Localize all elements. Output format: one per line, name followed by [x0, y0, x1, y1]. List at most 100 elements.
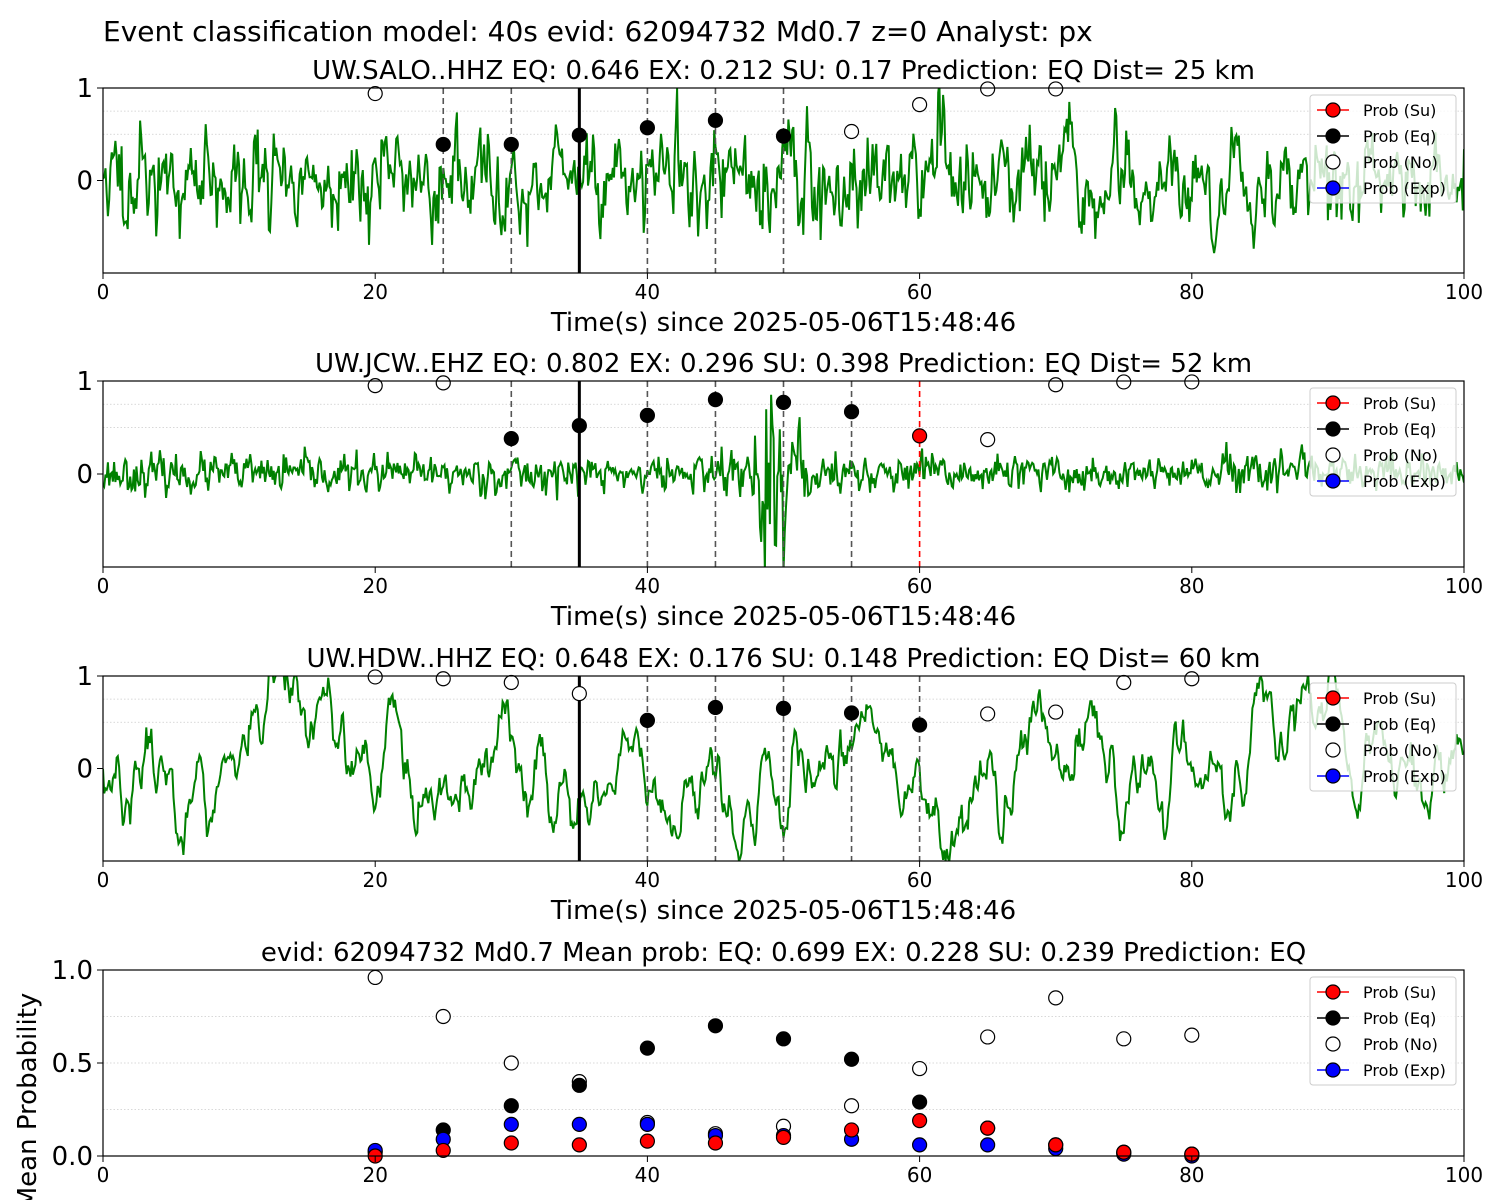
x-tick-label: 100 [1445, 868, 1483, 892]
marker-probeq [571, 127, 587, 143]
plot-area [103, 381, 1464, 567]
marker-probno [435, 1008, 451, 1025]
marker-probno [503, 674, 519, 691]
y-tick-label: 1 [76, 74, 93, 104]
x-tick-label: 20 [362, 574, 387, 598]
marker-probeq [639, 120, 656, 136]
panel-4: evid: 62094732 Md0.7 Mean prob: EQ: 0.69… [13, 938, 1483, 1200]
x-tick-label: 40 [635, 868, 660, 892]
marker-probeq [843, 404, 860, 420]
legend-label: Prob (No) [1363, 1035, 1438, 1054]
panel-1: UW.SALO..HHZ EQ: 0.646 EX: 0.212 SU: 0.1… [76, 56, 1483, 338]
marker-probeq [775, 128, 792, 144]
legend-marker [1325, 690, 1341, 706]
y-tick-label: 0 [76, 167, 93, 197]
marker-probeq [639, 1040, 656, 1056]
x-tick-label: 0 [97, 868, 110, 892]
legend: Prob (Su) Prob (Eq) Prob (No) Prob (Exp) [1309, 682, 1457, 792]
x-tick-label: 100 [1445, 1163, 1483, 1187]
marker-probeq [639, 712, 656, 729]
y-tick-label: 0 [76, 460, 93, 490]
marker-probno [1116, 674, 1132, 691]
x-tick-label: 60 [907, 1163, 932, 1187]
marker-probeq [435, 136, 451, 153]
legend-marker [1325, 447, 1341, 463]
legend-marker [1325, 180, 1341, 196]
y-tick-label: 0.0 [52, 1142, 93, 1172]
marker-probno [1184, 374, 1200, 390]
legend-box [1309, 94, 1457, 204]
panel-2: UW.JCW..EHZ EQ: 0.802 EX: 0.296 SU: 0.39… [76, 349, 1483, 632]
legend-marker [1325, 1010, 1341, 1026]
marker-probsu [435, 1142, 451, 1159]
legend-label: Prob (Eq) [1363, 715, 1436, 734]
marker-probno [911, 97, 928, 113]
legend-marker [1325, 128, 1341, 144]
marker-probeq [911, 717, 928, 733]
marker-probno [843, 123, 860, 140]
y-axis-label: Mean Probability [13, 993, 43, 1200]
marker-probno [843, 1098, 860, 1114]
marker-probno [1184, 671, 1200, 687]
marker-probexp [571, 1116, 587, 1132]
x-axis-label: Time(s) since 2025-05-06T15:48:46 [550, 896, 1016, 926]
legend-marker [1325, 1062, 1341, 1078]
marker-probeq [843, 1051, 860, 1067]
x-tick-label: 20 [362, 1163, 387, 1187]
legend-label: Prob (Exp) [1363, 472, 1446, 491]
x-tick-label: 80 [1179, 868, 1204, 892]
legend-marker [1325, 473, 1341, 489]
x-tick-label: 40 [635, 280, 660, 304]
marker-probeq [775, 1031, 792, 1047]
legend-box [1309, 976, 1457, 1086]
legend-label: Prob (Su) [1363, 394, 1436, 413]
x-tick-label: 40 [635, 1163, 660, 1187]
legend-label: Prob (No) [1363, 446, 1438, 465]
marker-probsu [911, 1113, 928, 1129]
marker-probno [980, 81, 996, 97]
marker-probno [367, 85, 383, 102]
marker-probsu [639, 1133, 656, 1149]
legend-label: Prob (No) [1363, 153, 1438, 172]
legend-label: Prob (Eq) [1363, 420, 1436, 439]
marker-probeq [639, 407, 656, 424]
marker-probeq [571, 418, 587, 434]
marker-probeq [503, 431, 519, 447]
legend-marker [1325, 984, 1341, 1000]
marker-probsu [775, 1129, 792, 1146]
marker-probsu [707, 1135, 724, 1151]
marker-probsu [843, 1122, 860, 1138]
x-axis-label: Time(s) since 2025-05-06T15:48:46 [550, 308, 1016, 338]
marker-probno [980, 431, 996, 448]
legend-marker [1325, 742, 1341, 758]
legend-marker [1325, 102, 1341, 118]
marker-probexp [980, 1137, 996, 1153]
waveform-trace [103, 394, 1464, 567]
y-tick-label: 0.5 [52, 1049, 93, 1079]
marker-probno [980, 706, 996, 722]
marker-probeq [707, 1018, 724, 1034]
x-tick-label: 20 [362, 280, 387, 304]
marker-probsu [503, 1135, 519, 1151]
marker-probno [1048, 990, 1064, 1006]
marker-probno [1048, 704, 1064, 720]
panel-title: evid: 62094732 Md0.7 Mean prob: EQ: 0.69… [261, 938, 1306, 968]
legend-box [1309, 387, 1457, 497]
marker-probno [503, 1055, 519, 1071]
legend-label: Prob (Exp) [1363, 767, 1446, 786]
plot-area [103, 676, 1464, 861]
legend-marker [1325, 154, 1341, 170]
marker-probsu [980, 1120, 996, 1136]
marker-probeq [843, 705, 860, 721]
figure-title: Event classification model: 40s evid: 62… [103, 15, 1093, 48]
legend-label: Prob (Eq) [1363, 127, 1436, 146]
panel-title: UW.HDW..HHZ EQ: 0.648 EX: 0.176 SU: 0.14… [307, 644, 1261, 674]
marker-probeq [707, 392, 724, 408]
legend-marker [1325, 768, 1341, 784]
marker-probsu [911, 428, 928, 444]
x-tick-label: 0 [97, 574, 110, 598]
panel-title: UW.JCW..EHZ EQ: 0.802 EX: 0.296 SU: 0.39… [315, 349, 1252, 379]
marker-probno [911, 1060, 928, 1077]
legend-label: Prob (Exp) [1363, 179, 1446, 198]
